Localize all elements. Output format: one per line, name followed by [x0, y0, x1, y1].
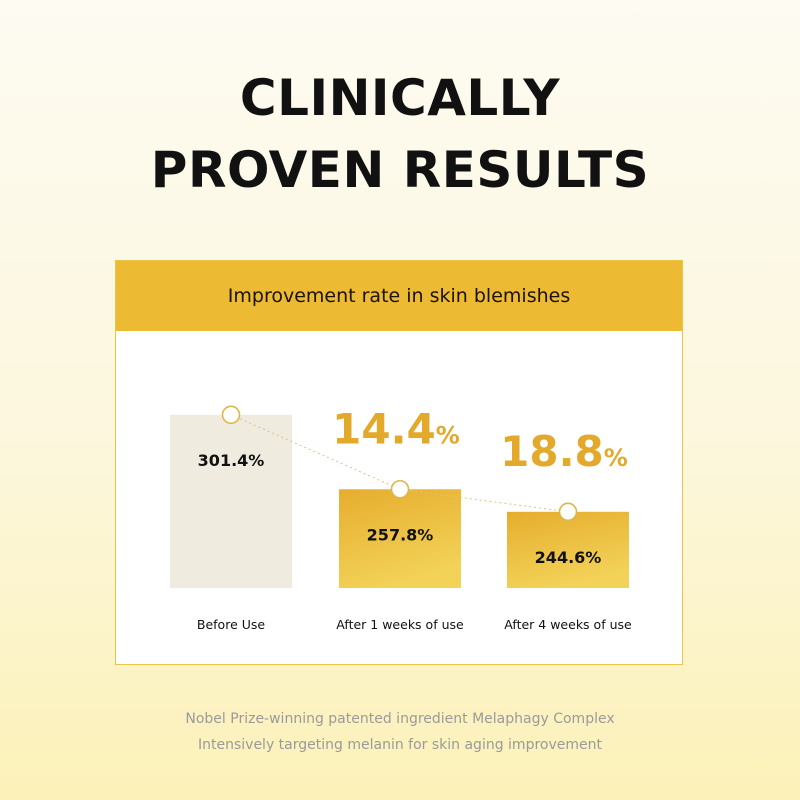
footer-line-1: Nobel Prize-winning patented ingredient …	[185, 711, 615, 727]
chart-panel: Improvement rate in skin blemishes 301.4…	[115, 260, 683, 665]
headline: CLINICALLY PROVEN RESULTS	[0, 62, 800, 206]
category-label-0: Before Use	[197, 617, 266, 632]
value-label-2: 244.6%	[535, 548, 602, 567]
bar-chart: 301.4% 257.8% 244.6% Before Use After 1 week…	[170, 404, 632, 632]
headline-line-1: CLINICALLY	[239, 69, 561, 127]
data-point-marker-0	[221, 405, 241, 425]
improvement-label-0: 14.4%	[332, 404, 460, 453]
bar-1	[339, 489, 461, 588]
value-label-0: 301.4%	[198, 451, 265, 470]
headline-line-2: PROVEN RESULTS	[150, 141, 650, 199]
footer-line-2: Intensively targeting melanin for skin a…	[198, 737, 602, 753]
data-point-marker-2	[558, 502, 578, 522]
chart-title: Improvement rate in skin blemishes	[116, 261, 682, 331]
category-label-2: After 4 weeks of use	[504, 617, 632, 632]
category-label-1: After 1 weeks of use	[336, 617, 464, 632]
trend-line	[230, 414, 569, 513]
value-label-1: 257.8%	[367, 525, 434, 544]
bar-0	[170, 414, 292, 588]
footer-caption: Nobel Prize-winning patented ingredient …	[0, 706, 800, 758]
improvement-label-1: 18.8%	[500, 427, 628, 476]
data-point-marker-1	[390, 479, 410, 499]
bar-2	[507, 511, 629, 588]
